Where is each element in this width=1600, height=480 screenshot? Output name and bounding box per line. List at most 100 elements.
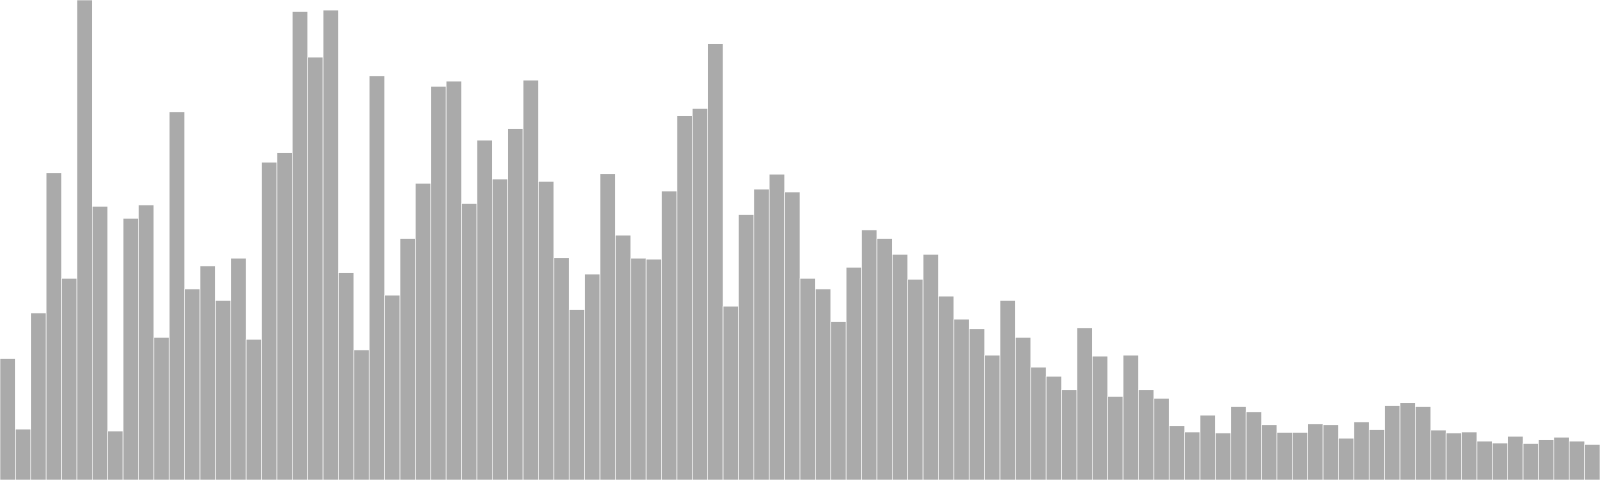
bar-40 <box>615 234 632 480</box>
bar-26 <box>399 238 416 480</box>
bar-81 <box>1245 411 1262 480</box>
bar-11 <box>168 111 185 480</box>
bar-77 <box>1184 431 1201 480</box>
bar-5 <box>76 0 93 480</box>
bar-80 <box>1230 406 1247 480</box>
bar-36 <box>553 257 570 480</box>
bar-70 <box>1076 327 1093 480</box>
bar-76 <box>1168 425 1185 480</box>
bar-71 <box>1092 355 1108 480</box>
bar-6 <box>92 206 108 480</box>
bar-98 <box>1507 436 1524 480</box>
bar-65 <box>999 300 1016 480</box>
bar-87 <box>1338 437 1355 480</box>
bar-50 <box>768 173 785 480</box>
bar-88 <box>1353 421 1370 480</box>
bar-2 <box>30 312 47 480</box>
bar-15 <box>230 257 247 480</box>
bar-103 <box>1584 444 1600 480</box>
bar-17 <box>261 161 278 480</box>
bar-25 <box>384 294 401 480</box>
bar-69 <box>1061 389 1078 480</box>
bar-97 <box>1492 442 1508 480</box>
bar-19 <box>292 11 308 480</box>
bar-95 <box>1461 431 1478 480</box>
bar-18 <box>276 152 293 480</box>
bar-0 <box>0 358 16 480</box>
bar-84 <box>1292 432 1308 480</box>
bar-12 <box>184 288 201 480</box>
bar-39 <box>599 173 616 480</box>
bar-35 <box>538 181 555 480</box>
bar-82 <box>1261 424 1278 480</box>
bar-59 <box>907 279 924 480</box>
bar-48 <box>738 214 755 480</box>
bar-68 <box>1045 376 1062 480</box>
bar-32 <box>492 178 508 480</box>
bar-90 <box>1384 405 1401 480</box>
bar-46 <box>707 43 724 480</box>
bar-64 <box>984 354 1001 480</box>
bar-73 <box>1122 354 1139 480</box>
bar-101 <box>1553 436 1570 480</box>
bar-51 <box>784 191 801 480</box>
bar-93 <box>1430 429 1447 480</box>
bar-55 <box>845 267 862 480</box>
bar-102 <box>1568 440 1585 480</box>
bar-56 <box>861 229 878 480</box>
bar-22 <box>338 272 355 480</box>
bar-47 <box>722 305 739 480</box>
bar-31 <box>476 139 493 480</box>
bar-1 <box>15 428 32 480</box>
bar-72 <box>1107 396 1124 480</box>
bar-27 <box>415 183 432 480</box>
bar-67 <box>1030 366 1047 480</box>
bar-83 <box>1276 432 1293 480</box>
bar-37 <box>568 309 585 480</box>
bar-24 <box>368 75 385 480</box>
bar-66 <box>1015 337 1032 480</box>
bar-91 <box>1399 402 1416 480</box>
bar-100 <box>1538 439 1555 480</box>
bar-33 <box>507 128 524 480</box>
bar-29 <box>445 80 462 480</box>
bar-75 <box>1153 398 1170 480</box>
bar-74 <box>1138 389 1155 480</box>
bar-45 <box>692 108 708 480</box>
bar-21 <box>322 9 339 480</box>
bar-85 <box>1307 423 1324 480</box>
bar-79 <box>1215 432 1232 480</box>
bar-61 <box>938 295 955 480</box>
bar-8 <box>122 218 139 480</box>
bar-34 <box>522 79 539 480</box>
bar-13 <box>199 265 216 480</box>
bar-52 <box>799 278 816 480</box>
bar-30 <box>461 203 478 480</box>
bar-49 <box>753 188 770 480</box>
bar-60 <box>922 254 939 480</box>
bar-92 <box>1415 406 1432 480</box>
bar-10 <box>153 337 170 480</box>
bar-4 <box>61 278 78 480</box>
bar-16 <box>245 339 262 480</box>
bar-38 <box>584 273 601 480</box>
bar-94 <box>1445 432 1462 480</box>
bar-57 <box>876 238 893 480</box>
bar-99 <box>1522 443 1539 480</box>
bar-23 <box>353 349 370 480</box>
bar-62 <box>953 318 970 480</box>
bar-9 <box>138 204 155 480</box>
bar-44 <box>676 115 693 480</box>
bar-63 <box>968 328 985 480</box>
bar-78 <box>1199 414 1216 480</box>
bar-89 <box>1368 429 1385 480</box>
bar-3 <box>45 172 62 480</box>
bar-43 <box>661 190 678 480</box>
bar-86 <box>1322 424 1339 480</box>
bar-28 <box>430 86 447 480</box>
bar-53 <box>815 288 832 480</box>
bar-20 <box>307 56 324 480</box>
